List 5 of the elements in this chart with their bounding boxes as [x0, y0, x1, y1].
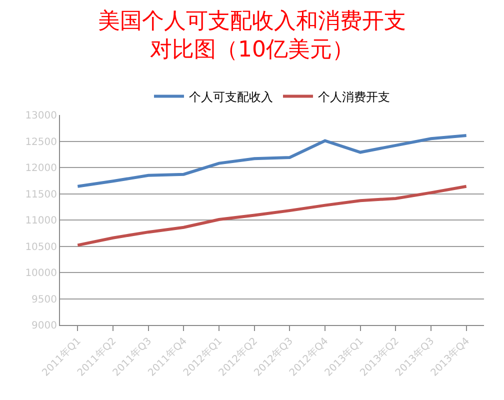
legend-label: 个人可支配收入	[189, 90, 273, 104]
chart-title: 美国个人可支配收入和消费开支对比图（10亿美元）	[98, 9, 406, 63]
line-series	[76, 134, 468, 188]
legend-label: 个人消费开支	[318, 90, 390, 104]
line-series	[76, 184, 468, 247]
